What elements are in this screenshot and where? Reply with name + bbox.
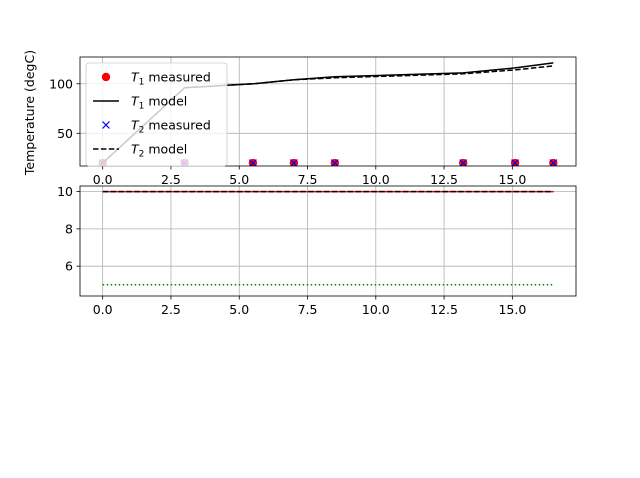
chart-2: 0.0 2.5 5.0 7.5 10.0 12.5 15.0 6 8 10 bbox=[57, 184, 577, 317]
x-tick-label: 10.0 bbox=[362, 302, 390, 317]
x-tick-label: 12.5 bbox=[430, 172, 458, 187]
y-tick-label: 6 bbox=[65, 259, 73, 274]
data-point-x bbox=[330, 159, 339, 166]
legend-label: T1 model bbox=[131, 94, 187, 112]
plot-area bbox=[80, 186, 576, 296]
data-point-x bbox=[459, 159, 468, 166]
x-tick-label: 15.0 bbox=[498, 172, 526, 187]
data-point-x bbox=[511, 159, 520, 166]
data-point-x bbox=[289, 159, 298, 166]
x-tick-label: 10.0 bbox=[362, 172, 390, 187]
x-tick-label: 12.5 bbox=[430, 302, 458, 317]
y-axis-label: Temperature (degC) bbox=[22, 50, 37, 176]
x-tick-label: 7.5 bbox=[298, 172, 318, 187]
axes-frame bbox=[79, 56, 577, 167]
legend-label: T1 measured bbox=[131, 70, 211, 88]
axes-frame bbox=[79, 185, 577, 297]
x-tick-label: 15.0 bbox=[498, 302, 526, 317]
x-tick-label: 2.5 bbox=[161, 302, 181, 317]
chart-1: 0.0 2.5 5.0 7.5 10.0 12.5 15.0 50 100 Temperature… bbox=[22, 50, 577, 187]
legend-label: T2 model bbox=[131, 142, 187, 160]
legend-label: T2 measured bbox=[131, 118, 211, 136]
y-tick-label: 10 bbox=[57, 184, 73, 199]
x-tick-label: 0.0 bbox=[93, 302, 113, 317]
x-tick-label: 0.0 bbox=[93, 172, 113, 187]
y-tick-label: 100 bbox=[49, 76, 73, 91]
legend-marker-circle bbox=[101, 72, 111, 82]
y-tick-label: 8 bbox=[65, 221, 73, 236]
x-tick-label: 2.5 bbox=[161, 172, 181, 187]
x-tick-label: 7.5 bbox=[298, 302, 318, 317]
legend-marker-x bbox=[102, 121, 110, 129]
data-point-x bbox=[549, 159, 558, 166]
legend-box bbox=[85, 62, 228, 167]
x-tick-label: 5.0 bbox=[229, 172, 249, 187]
data-layer bbox=[102, 190, 554, 286]
data-point-x bbox=[248, 159, 257, 166]
y-tick-label: 50 bbox=[57, 126, 73, 141]
x-tick-label: 5.0 bbox=[229, 302, 249, 317]
